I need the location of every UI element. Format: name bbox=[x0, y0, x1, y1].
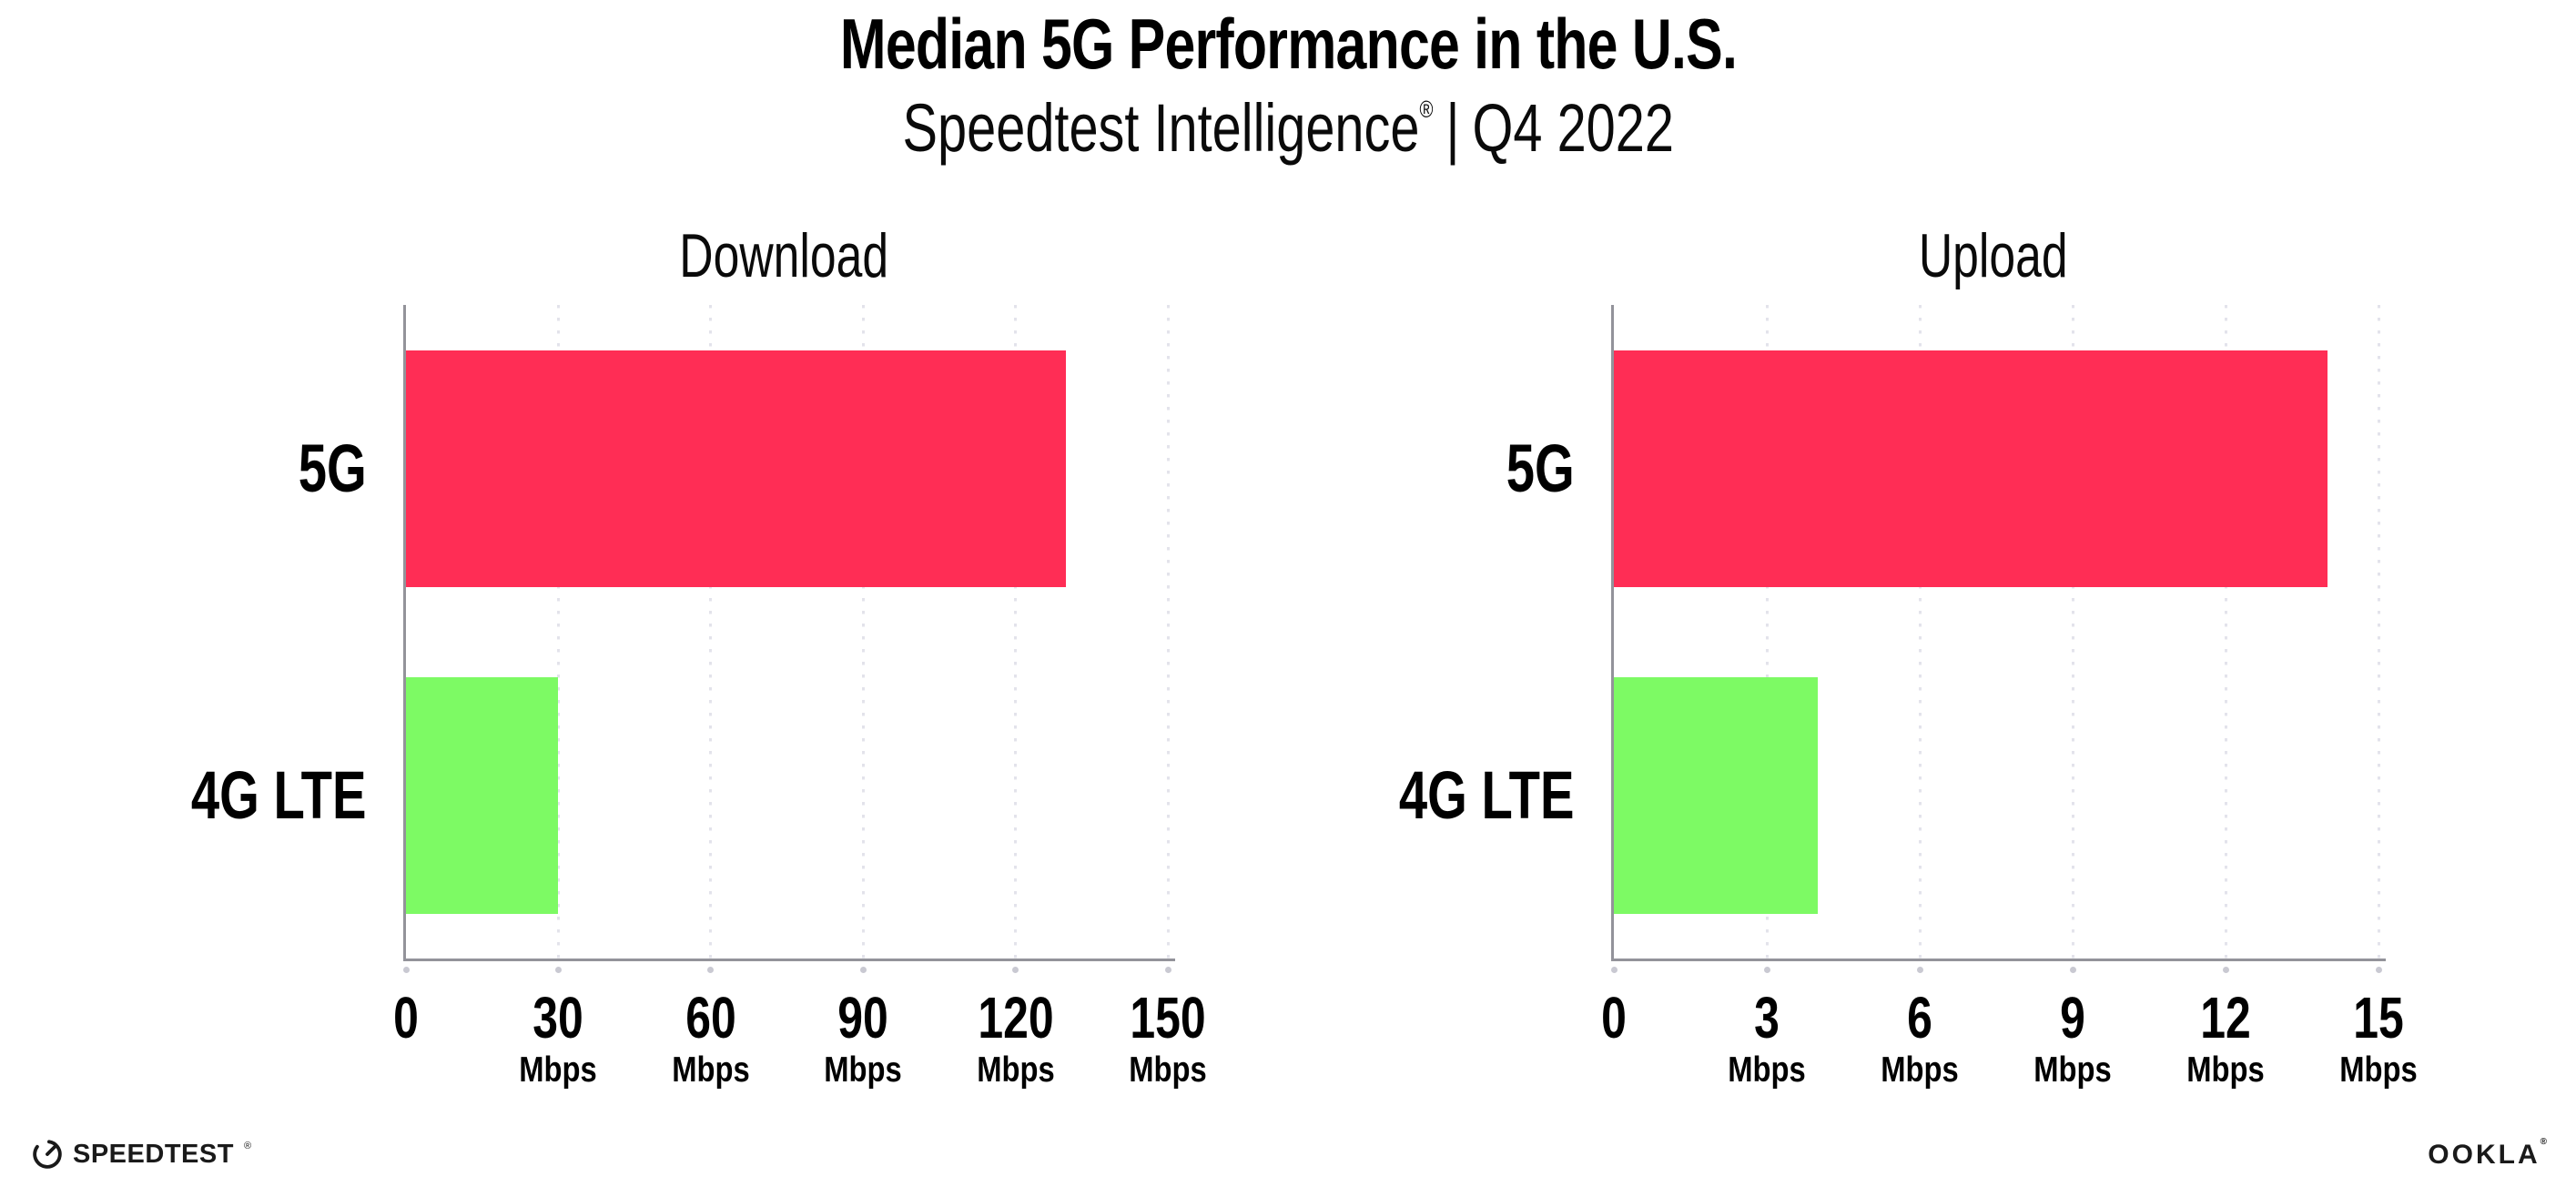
subtitle-brand: Speedtest Intelligence bbox=[902, 90, 1420, 166]
gridline-download-60 bbox=[709, 305, 713, 959]
tick-mark-download-150 bbox=[1164, 967, 1171, 973]
speedtest-logo-text: SPEEDTEST bbox=[73, 1139, 234, 1169]
x-tick-unit-download-90: Mbps bbox=[824, 1050, 902, 1090]
x-tick-label-download-150: 150 bbox=[1130, 985, 1206, 1050]
bar-5g-download bbox=[406, 350, 1067, 587]
tick-mark-upload-3 bbox=[1763, 967, 1770, 973]
speedtest-gauge-icon bbox=[33, 1140, 62, 1169]
gridline-upload-6 bbox=[1918, 305, 1922, 959]
row-label-4g-lte-download: 4G LTE bbox=[191, 756, 367, 833]
x-tick-unit-upload-9: Mbps bbox=[2033, 1050, 2112, 1090]
page-title-text: Median 5G Performance in the U.S. bbox=[839, 4, 1737, 84]
x-tick-label-upload-6: 6 bbox=[1907, 985, 1932, 1050]
x-tick-label-upload-12: 12 bbox=[2200, 985, 2251, 1050]
registered-trademark-icon: ® bbox=[1419, 96, 1434, 123]
speedtest-trademark-icon: ® bbox=[243, 1141, 252, 1151]
x-tick-unit-download-150: Mbps bbox=[1129, 1050, 1207, 1090]
x-tick-label-download-0: 0 bbox=[393, 985, 419, 1050]
tick-mark-upload-9 bbox=[2069, 967, 2076, 973]
x-tick-unit-upload-6: Mbps bbox=[1881, 1050, 1959, 1090]
row-label-5g-download: 5G bbox=[298, 430, 367, 506]
gridline-download-150 bbox=[1166, 305, 1170, 959]
download-chart-title: Download bbox=[679, 221, 889, 290]
bar-4g-lte-upload bbox=[1614, 676, 1818, 914]
x-tick-label-download-90: 90 bbox=[837, 985, 888, 1050]
gridline-download-90 bbox=[861, 305, 865, 959]
ookla-logo-text: OOKLA bbox=[2428, 1140, 2541, 1170]
gridline-upload-12 bbox=[2224, 305, 2227, 959]
x-tick-label-upload-15: 15 bbox=[2353, 985, 2404, 1050]
ookla-trademark-icon: ® bbox=[2540, 1137, 2547, 1147]
gridline-download-30 bbox=[556, 305, 560, 959]
tick-mark-download-30 bbox=[554, 967, 562, 973]
x-tick-unit-upload-12: Mbps bbox=[2186, 1050, 2265, 1090]
tick-mark-upload-15 bbox=[2375, 967, 2382, 973]
x-tick-label-upload-9: 9 bbox=[2060, 985, 2085, 1050]
upload-plot-area: 0 3 Mbps 6 Mbps 9 Mbps 12 Mbps 15 Mbps 5G 4G LTE bbox=[1399, 305, 2418, 1088]
speedtest-logo: SPEEDTEST ® bbox=[31, 1138, 252, 1171]
x-tick-unit-download-60: Mbps bbox=[672, 1050, 750, 1090]
gridline-upload-9 bbox=[2071, 305, 2074, 959]
x-tick-unit-upload-15: Mbps bbox=[2339, 1050, 2418, 1090]
x-tick-label-upload-3: 3 bbox=[1754, 985, 1780, 1050]
page-subtitle: Speedtest Intelligence® | Q4 2022 bbox=[0, 91, 2576, 165]
x-tick-label-upload-0: 0 bbox=[1601, 985, 1627, 1050]
tick-mark-upload-12 bbox=[2222, 967, 2229, 973]
subtitle-period: Q4 2022 bbox=[1472, 90, 1674, 166]
x-tick-label-download-120: 120 bbox=[977, 985, 1054, 1050]
row-label-4g-lte-upload: 4G LTE bbox=[1399, 756, 1575, 833]
x-tick-unit-download-30: Mbps bbox=[519, 1050, 598, 1090]
tick-mark-upload-0 bbox=[1610, 967, 1618, 973]
tick-mark-download-120 bbox=[1012, 967, 1019, 973]
bar-5g-upload bbox=[1614, 350, 2328, 587]
x-tick-unit-download-120: Mbps bbox=[976, 1050, 1055, 1090]
gridline-download-120 bbox=[1014, 305, 1018, 959]
tick-mark-upload-6 bbox=[1916, 967, 1923, 973]
bar-4g-lte-download bbox=[406, 676, 559, 914]
tick-mark-download-90 bbox=[859, 967, 867, 973]
gridline-upload-15 bbox=[2377, 305, 2380, 959]
row-label-5g-upload: 5G bbox=[1506, 430, 1575, 506]
page-title: Median 5G Performance in the U.S. bbox=[0, 5, 2576, 84]
x-tick-unit-upload-3: Mbps bbox=[1728, 1050, 1806, 1090]
page-subtitle-text: Speedtest Intelligence® | Q4 2022 bbox=[902, 91, 1673, 165]
x-tick-label-download-30: 30 bbox=[532, 985, 584, 1050]
subtitle-separator: | bbox=[1445, 90, 1460, 166]
ookla-logo: OOKLA® bbox=[2428, 1138, 2547, 1170]
upload-chart-title: Upload bbox=[1919, 221, 2068, 290]
download-plot-area: 0 30 Mbps 60 Mbps 90 Mbps 120 Mbps 150 Mbps 5G 4G LT… bbox=[191, 305, 1207, 1088]
gridline-upload-3 bbox=[1765, 305, 1769, 959]
tick-mark-download-60 bbox=[707, 967, 715, 973]
tick-mark-download-0 bbox=[402, 967, 410, 973]
x-tick-label-download-60: 60 bbox=[685, 985, 736, 1050]
